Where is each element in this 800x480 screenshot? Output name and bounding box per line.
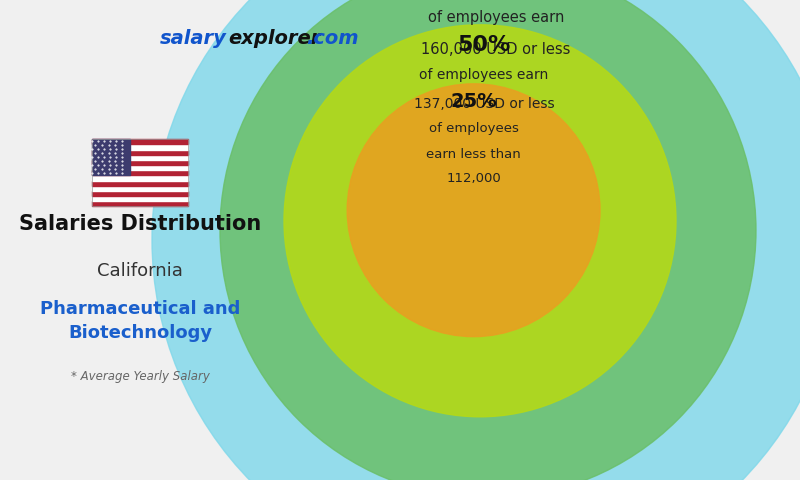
Text: Pharmaceutical and
Biotechnology: Pharmaceutical and Biotechnology [40,300,240,342]
FancyBboxPatch shape [92,155,188,160]
Text: of employees earn: of employees earn [419,68,549,82]
FancyBboxPatch shape [92,150,188,155]
Text: California: California [97,262,183,279]
Text: of employees: of employees [429,122,518,135]
Text: Salaries Distribution: Salaries Distribution [19,214,261,234]
FancyBboxPatch shape [92,139,188,144]
FancyBboxPatch shape [92,180,188,186]
Text: * Average Yearly Salary: * Average Yearly Salary [70,370,210,383]
Ellipse shape [152,0,800,480]
FancyBboxPatch shape [92,170,188,175]
Text: 25%: 25% [450,93,497,111]
Text: 112,000: 112,000 [446,172,501,185]
FancyBboxPatch shape [92,160,188,165]
FancyBboxPatch shape [92,186,188,191]
Text: .com: .com [306,29,359,48]
FancyBboxPatch shape [92,144,188,150]
Text: salary: salary [160,29,227,48]
FancyBboxPatch shape [92,191,188,196]
Text: of employees earn: of employees earn [428,11,564,25]
FancyBboxPatch shape [92,201,188,206]
FancyBboxPatch shape [92,165,188,170]
Text: 160,000 USD or less: 160,000 USD or less [422,42,570,57]
FancyBboxPatch shape [92,196,188,201]
Ellipse shape [284,25,676,417]
Text: earn less than: earn less than [426,148,521,161]
Ellipse shape [220,0,756,480]
Text: 50%: 50% [458,36,510,55]
FancyBboxPatch shape [92,139,130,175]
FancyBboxPatch shape [92,175,188,180]
Text: explorer: explorer [228,29,320,48]
Text: 137,000 USD or less: 137,000 USD or less [414,97,554,111]
Ellipse shape [347,84,600,336]
